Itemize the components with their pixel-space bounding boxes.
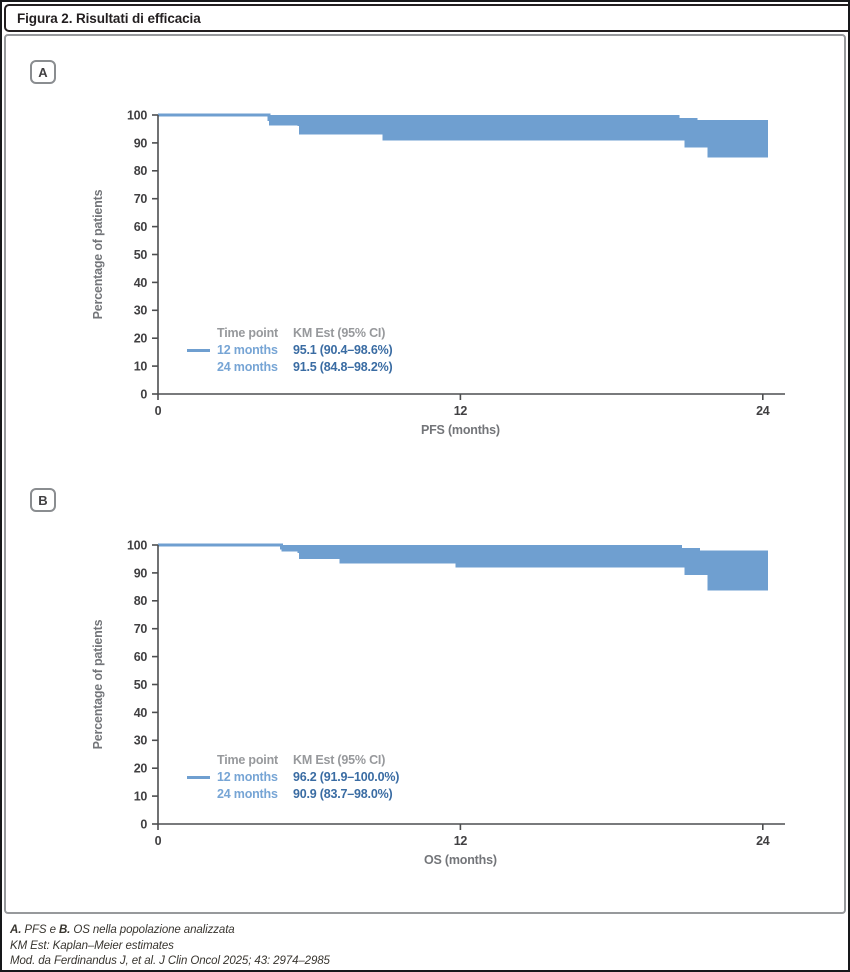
y-tick-label: 0	[140, 817, 147, 831]
legend-spacer	[187, 752, 217, 769]
legend-value-24mo: 90.9 (83.7–98.0%)	[293, 787, 393, 801]
panel-a-letter: A	[38, 64, 48, 80]
y-tick-label: 80	[134, 594, 148, 608]
footnote-mid: PFS e	[21, 924, 59, 936]
y-tick-label: 50	[134, 248, 148, 262]
y-tick-label: 40	[134, 276, 148, 290]
km-curve	[158, 113, 768, 141]
km-legend-os: Time point KM Est (95% CI) 12 months 96.…	[187, 752, 399, 803]
km-curve	[158, 543, 768, 572]
y-tick-label: 90	[134, 136, 148, 150]
legend-spacer	[187, 325, 217, 342]
panel-b-label: B	[30, 488, 56, 512]
footnote-a-bold: A.	[10, 924, 22, 936]
footnote-citation: Mod. da Ferdinandus J, et al. J Clin Onc…	[10, 955, 330, 967]
footnote-b-bold: B.	[58, 924, 71, 936]
footnote-km-est: KM Est: Kaplan–Meier estimates	[10, 939, 174, 952]
panel-b-letter: B	[38, 492, 48, 508]
km-legend-pfs: Time point KM Est (95% CI) 12 months 95.…	[187, 325, 393, 376]
y-tick-label: 80	[134, 164, 148, 178]
y-tick-label: 30	[134, 304, 148, 318]
legend-value-12mo: 96.2 (91.9–100.0%)	[293, 770, 400, 784]
km-line-swatch	[187, 342, 217, 359]
footnote-rest: OS nella popolazione analizzata	[70, 924, 235, 936]
x-tick-label: 12	[454, 404, 468, 418]
y-tick-label: 50	[134, 678, 148, 692]
legend-header-timepoint: Time point	[217, 753, 278, 767]
y-tick-label: 40	[134, 706, 148, 720]
x-tick-label: 24	[756, 834, 770, 848]
footnote-panels: A. PFS e B. OS nella popolazione analizz…	[10, 923, 330, 939]
footnotes: A. PFS e B. OS nella popolazione analizz…	[10, 923, 330, 970]
y-tick-label: 60	[134, 650, 148, 664]
km-line-icon	[187, 349, 210, 352]
legend-header-kmest: KM Est (95% CI)	[293, 326, 386, 340]
figure-title-bar: Figura 2. Risultati di efficacia	[4, 4, 848, 32]
y-tick-label: 70	[134, 622, 148, 636]
y-tick-label: 0	[140, 387, 147, 401]
legend-header-timepoint: Time point	[217, 326, 278, 340]
x-tick-label: 0	[155, 404, 162, 418]
x-tick-label: 24	[756, 404, 770, 418]
y-axis-title: Percentage of patients	[91, 189, 105, 319]
y-tick-label: 10	[134, 359, 148, 373]
km-line-swatch	[187, 769, 217, 786]
panel-a-label: A	[30, 60, 56, 84]
y-tick-label: 30	[134, 734, 148, 748]
figure-title: Figura 2. Risultati di efficacia	[17, 10, 201, 26]
legend-header-kmest: KM Est (95% CI)	[293, 753, 386, 767]
x-tick-label: 0	[155, 834, 162, 848]
y-tick-label: 10	[134, 789, 148, 803]
y-tick-label: 100	[127, 108, 147, 122]
x-axis-title: PFS (months)	[421, 423, 500, 437]
km-line-icon	[187, 776, 210, 779]
y-tick-label: 20	[134, 762, 148, 776]
legend-time-12mo: 12 months	[217, 770, 278, 784]
y-tick-label: 60	[134, 220, 148, 234]
legend-spacer	[187, 359, 217, 376]
x-tick-label: 12	[454, 834, 468, 848]
y-tick-label: 70	[134, 192, 148, 206]
legend-time-24mo: 24 months	[217, 360, 278, 374]
x-axis-title: OS (months)	[424, 853, 497, 867]
legend-time-12mo: 12 months	[217, 343, 278, 357]
legend-spacer	[187, 786, 217, 803]
figure-body-frame	[4, 34, 846, 914]
legend-value-12mo: 95.1 (90.4–98.6%)	[293, 343, 393, 357]
km-chart-pfs: 0 10 20 30 40 50 60 70 80 90 100 0 12 24 PFS (months) P…	[91, 108, 785, 437]
y-tick-label: 100	[127, 538, 147, 552]
y-axis-title: Percentage of patients	[91, 619, 105, 749]
legend-value-24mo: 91.5 (84.8–98.2%)	[293, 360, 393, 374]
y-tick-label: 20	[134, 332, 148, 346]
ci-band	[158, 545, 768, 591]
y-tick-label: 90	[134, 566, 148, 580]
ci-band	[158, 115, 768, 158]
km-chart-os: 0 10 20 30 40 50 60 70 80 90 100 0 12 24 OS (months) Pe…	[91, 538, 785, 867]
legend-time-24mo: 24 months	[217, 787, 278, 801]
